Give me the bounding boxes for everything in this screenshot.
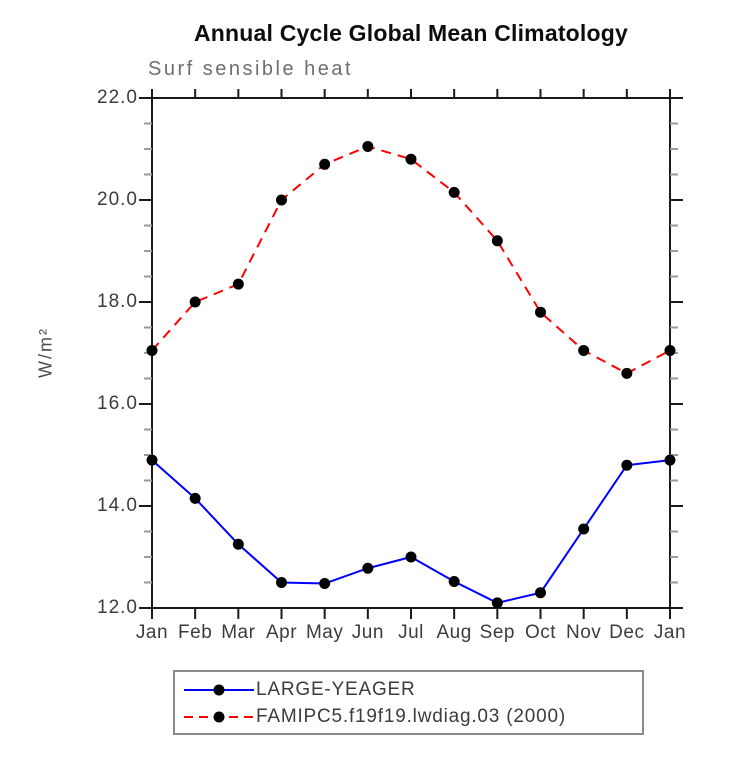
x-tick-label: Sep — [479, 622, 515, 643]
x-tick-label: Mar — [221, 622, 256, 643]
legend-entry-famipc5: FAMIPC5.f19f19.lwdiag.03 (2000) — [182, 706, 566, 728]
data-point-marker — [189, 296, 201, 308]
x-tick-label: Nov — [566, 622, 602, 643]
y-tick-label: 12.0 — [97, 597, 138, 618]
legend-line-sample-red — [184, 711, 254, 723]
x-tick-label: May — [305, 622, 344, 643]
data-point-marker — [491, 597, 503, 609]
x-tick-label: Jun — [351, 622, 384, 643]
data-point-marker — [578, 523, 590, 535]
data-point-marker — [319, 158, 331, 170]
data-point-marker — [276, 194, 287, 206]
y-tick-label: 16.0 — [97, 393, 138, 414]
legend-box: LARGE-YEAGER FAMIPC5.f19f19.lwdiag.03 (2… — [173, 670, 644, 735]
data-point-marker — [578, 344, 590, 356]
x-tick-label: Jan — [135, 622, 169, 643]
x-tick-label: Dec — [609, 622, 645, 643]
plot-frame — [151, 97, 671, 609]
data-point-marker — [189, 492, 201, 504]
x-tick-label: Aug — [436, 622, 472, 643]
chart-subtitle: Surf sensible heat — [148, 58, 354, 80]
x-tick-label: Apr — [265, 622, 298, 643]
x-tick-label: Jan — [653, 622, 687, 643]
x-tick-label: Oct — [524, 622, 557, 643]
y-tick-label: 18.0 — [97, 291, 138, 312]
data-point-marker — [362, 140, 374, 152]
data-point-marker — [448, 575, 460, 587]
y-tick-label: 22.0 — [97, 87, 138, 108]
legend-label: FAMIPC5.f19f19.lwdiag.03 (2000) — [256, 706, 566, 727]
data-point-marker — [146, 454, 158, 466]
data-point-marker — [146, 344, 158, 356]
x-tick-label: Jul — [398, 622, 424, 643]
data-point-marker — [664, 344, 676, 356]
series-line-1 — [151, 145, 671, 375]
data-point-marker — [448, 186, 460, 198]
chart-title: Annual Cycle Global Mean Climatology — [193, 20, 629, 46]
data-point-marker — [232, 278, 244, 290]
data-point-marker — [276, 577, 287, 588]
data-point-marker — [319, 578, 331, 590]
data-point-marker — [405, 551, 417, 563]
data-point-marker — [664, 454, 676, 466]
legend-line-sample-blue — [184, 684, 254, 696]
x-tick-label: Feb — [178, 622, 213, 643]
legend-sample-marker-icon — [213, 684, 225, 696]
series-line-0 — [151, 459, 671, 604]
data-point-marker — [405, 153, 417, 165]
data-point-marker — [621, 459, 633, 471]
data-point-marker — [232, 538, 244, 550]
legend-entry-large-yeager: LARGE-YEAGER — [182, 679, 416, 701]
legend-label: LARGE-YEAGER — [256, 679, 416, 700]
data-point-marker — [535, 587, 546, 599]
data-point-marker — [362, 562, 374, 574]
legend-sample-marker-icon — [213, 711, 225, 723]
data-point-marker — [621, 367, 633, 379]
y-tick-label: 20.0 — [97, 189, 138, 210]
data-point-marker — [491, 235, 503, 247]
data-point-marker — [535, 306, 546, 318]
y-tick-label: 14.0 — [97, 495, 138, 516]
